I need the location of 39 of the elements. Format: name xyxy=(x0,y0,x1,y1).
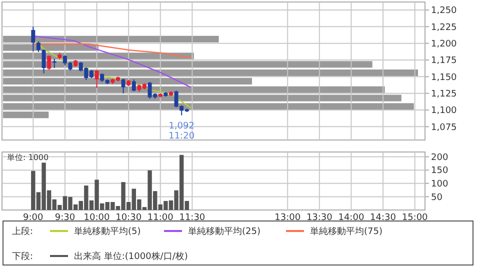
y-tick-label: 200 xyxy=(431,152,448,163)
y-tick-label: 100 xyxy=(431,180,448,190)
x-tick-label: 15:00 xyxy=(402,213,428,223)
x-tick-label: 14:30 xyxy=(370,213,396,223)
x-tick-label: 9:30 xyxy=(54,213,76,223)
legend-label: 単純移動平均(75) xyxy=(310,226,382,238)
x-tick-label: 13:00 xyxy=(274,213,301,223)
candlestick xyxy=(47,54,52,70)
y-tick-label: 150 xyxy=(431,166,448,176)
y-tick-label: 1,100 xyxy=(431,106,458,116)
x-tick-label: 9:00 xyxy=(23,213,44,223)
y-tick-label: 1,150 xyxy=(431,72,458,83)
y-tick-label: 1,200 xyxy=(431,39,458,50)
candlestick xyxy=(42,48,46,74)
x-tick-label: 14:00 xyxy=(338,213,364,223)
candlestick xyxy=(94,70,99,88)
annotation: 1,092 11:20 xyxy=(168,121,195,142)
legend-label: 出来高 単位:(1000株/口/枚) xyxy=(74,251,188,262)
candlestick xyxy=(132,78,136,92)
candlestick xyxy=(36,40,40,52)
x-tick-label: 11:30 xyxy=(179,213,206,223)
y-tick-label: 1,175 xyxy=(431,56,457,66)
x-tick-label: 10:30 xyxy=(116,213,142,223)
y-tick-label: 50 xyxy=(431,192,443,203)
legend-label: 単純移動平均(25) xyxy=(188,226,260,238)
candlestick xyxy=(31,26,36,52)
x-tick-label: 10:00 xyxy=(84,213,110,223)
x-tick-label: 11:00 xyxy=(147,213,174,223)
legend-title: 下段: xyxy=(12,251,34,262)
x-tick-label: 13:30 xyxy=(306,213,333,223)
legend-label: 単純移動平均(5) xyxy=(74,226,141,238)
y-tick-label: 1,125 xyxy=(431,89,457,100)
annotation: 単位: 1000 xyxy=(7,153,49,162)
candlestick xyxy=(121,78,126,94)
bar xyxy=(3,112,49,118)
y-tick-label: 1,075 xyxy=(431,122,457,133)
y-tick-label: 1,250 xyxy=(431,6,458,16)
legend-title: 上段: xyxy=(12,226,34,238)
y-tick-label: 1,225 xyxy=(431,22,457,33)
